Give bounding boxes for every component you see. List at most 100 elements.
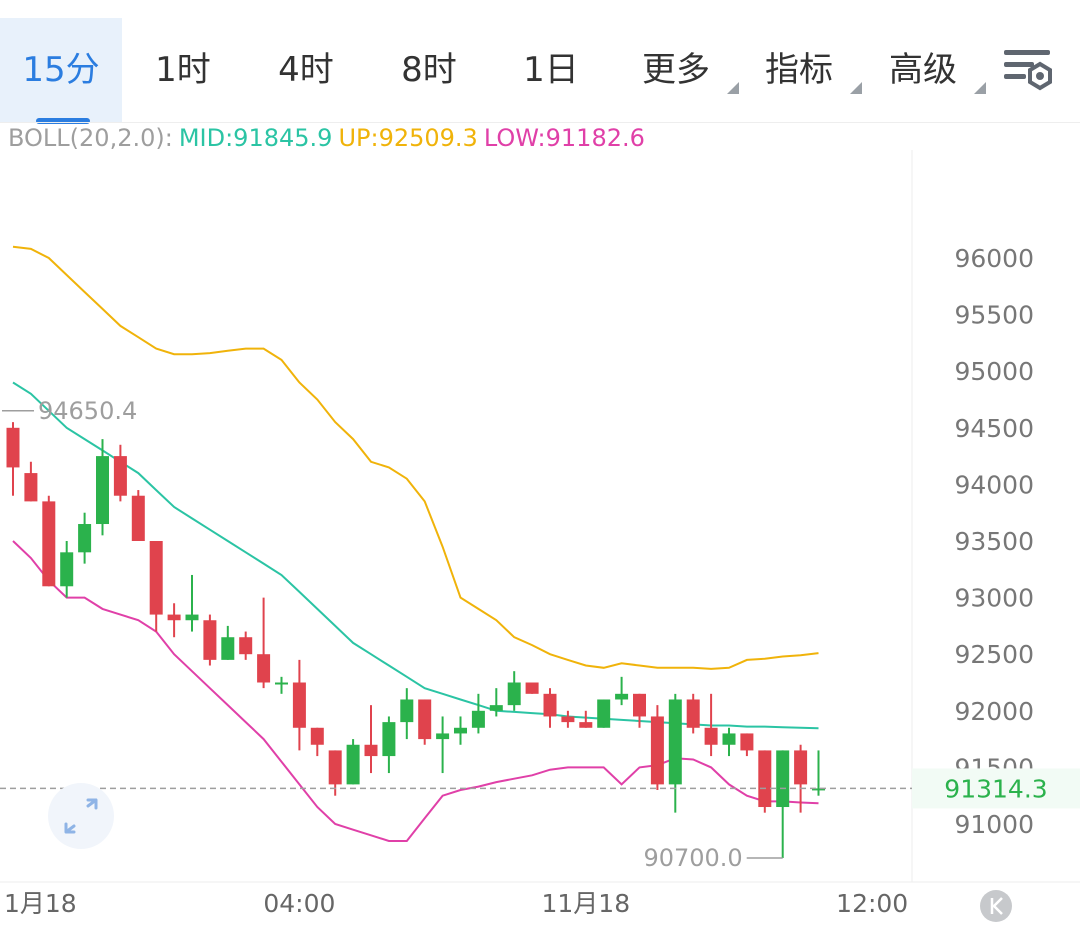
candle-body [812, 788, 825, 791]
tab-label: 更多 [642, 50, 710, 90]
candle-body [633, 693, 646, 717]
candle-body [615, 693, 629, 700]
candle-body [221, 637, 235, 660]
tab-label: 1日 [523, 50, 579, 90]
candle-body [257, 654, 271, 683]
candle-body [597, 699, 611, 728]
boll-mid: MID:91845.9 [178, 124, 333, 152]
candle-body [489, 705, 503, 711]
tab-0[interactable]: 15分 [0, 18, 122, 124]
x-tick-label: 1月18 [4, 889, 77, 918]
boll-lower-line [12, 540, 819, 842]
dropdown-corner-icon [850, 82, 862, 94]
boll-up: UP:92509.3 [338, 124, 478, 152]
tab-6[interactable]: 指标 [738, 18, 862, 122]
tab-4[interactable]: 1日 [490, 18, 612, 122]
tab-label: 8时 [401, 50, 457, 90]
y-tick-label: 96000 [954, 244, 1034, 273]
y-tick-label: 91000 [954, 810, 1034, 839]
timeframe-tabs: 15分 1时 4时 8时 1日 更多 指标 高级 [0, 0, 1080, 124]
tab-5[interactable]: 更多 [615, 18, 739, 122]
candle-body [543, 693, 557, 717]
candle-body [310, 727, 324, 745]
y-tick-label: 94500 [954, 414, 1034, 443]
y-tick-label: 93000 [954, 584, 1034, 613]
x-tick-label: 11月18 [541, 889, 630, 918]
tab-label: 1时 [155, 50, 211, 90]
chart-settings-icon[interactable] [1000, 44, 1056, 94]
candle-body [686, 699, 700, 728]
tab-label: 4时 [278, 50, 334, 90]
candle-body [149, 541, 163, 615]
candle-body [203, 620, 217, 660]
candle-body [60, 552, 74, 587]
y-tick-label: 92000 [954, 697, 1034, 726]
y-tick-label: 95000 [954, 357, 1034, 386]
candle-body [131, 495, 145, 541]
candle-body [42, 501, 56, 587]
boll-mid-line [12, 381, 819, 730]
tab-label: 指标 [765, 50, 833, 90]
dropdown-corner-icon [974, 82, 986, 94]
candle-body [113, 456, 127, 496]
tab-1[interactable]: 1时 [122, 18, 244, 122]
tab-label: 高级 [889, 50, 957, 90]
candlestick-chart[interactable]: 96000 95500 95000 94500 94000 93500 93000 92500… [0, 150, 1080, 926]
candle-body [400, 699, 414, 723]
x-tick-label: 04:00 [263, 889, 335, 918]
boll-legend: BOLL(20,2.0): MID:91845.9 UP:92509.3 LOW:91… [8, 124, 651, 152]
candle-body [346, 744, 360, 785]
tab-2[interactable]: 4时 [245, 18, 367, 122]
y-tick-label: 94000 [954, 470, 1034, 499]
high-price-label: 94650.4 [38, 397, 137, 425]
candle-body [776, 750, 790, 808]
y-tick-label: 93500 [954, 527, 1034, 556]
candle-body [185, 614, 199, 621]
candle-body [668, 699, 682, 785]
boll-upper-line [12, 245, 819, 670]
candle-body [328, 750, 342, 785]
candle-body [525, 682, 539, 694]
candle-body [364, 744, 378, 757]
tab-label: 15分 [22, 50, 100, 90]
candle-body [650, 716, 664, 785]
candle-body [436, 733, 450, 740]
low-price-label: 90700.0 [643, 844, 742, 872]
candle-body [794, 750, 808, 785]
chevron-left-bar-icon [990, 897, 1003, 915]
current-price-tag [912, 768, 1080, 809]
candle-body [758, 750, 772, 808]
expand-button[interactable] [48, 783, 114, 849]
active-tab-indicator [36, 118, 90, 124]
tab-3[interactable]: 8时 [368, 18, 490, 122]
candle-body [704, 727, 718, 745]
candle-body [96, 456, 109, 525]
candle-body [471, 710, 485, 728]
dropdown-corner-icon [727, 82, 739, 94]
boll-name: BOLL(20,2.0): [8, 124, 173, 152]
candle-body [561, 716, 575, 723]
y-tick-label: 95500 [954, 301, 1034, 330]
candle-body [507, 682, 521, 706]
candle-body [292, 682, 306, 728]
expand-icon [64, 798, 98, 834]
candle-body [275, 682, 288, 685]
candle-body [382, 722, 396, 757]
candle-body [6, 427, 20, 468]
tab-7[interactable]: 高级 [862, 18, 986, 122]
boll-low: LOW:91182.6 [483, 124, 645, 152]
scroll-latest-button[interactable] [980, 890, 1012, 922]
candle-body [24, 473, 38, 502]
candle-body [454, 727, 467, 734]
current-price-label: 91314.3 [944, 774, 1047, 803]
candle-body [740, 733, 754, 751]
candle-body [418, 699, 432, 740]
candle-body [722, 733, 736, 745]
divider [0, 122, 1080, 123]
candle-body [167, 614, 181, 621]
candle-body [78, 524, 92, 553]
x-tick-label: 12:00 [836, 889, 908, 918]
candle-body [579, 722, 593, 728]
candle-body [239, 637, 253, 655]
y-tick-label: 92500 [954, 640, 1034, 669]
